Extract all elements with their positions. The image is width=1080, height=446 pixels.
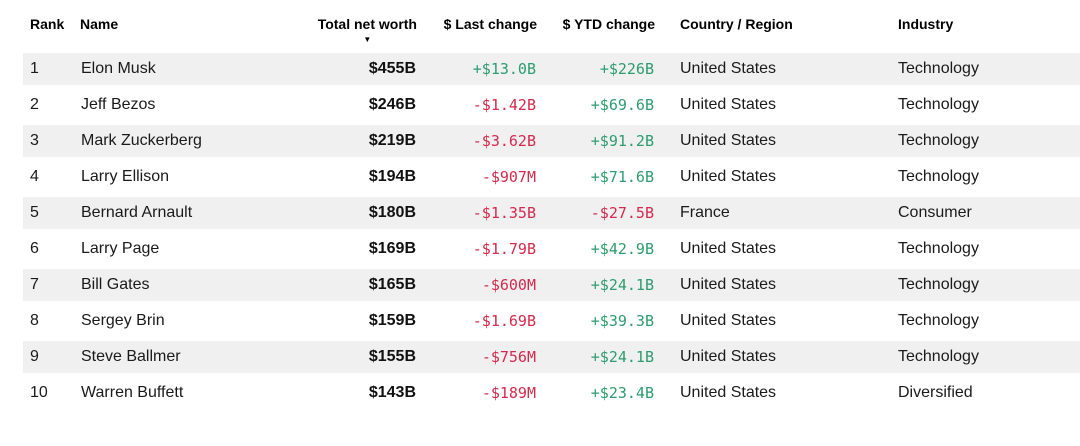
country-cell: United States	[655, 269, 880, 305]
name-cell[interactable]: Warren Buffett	[80, 377, 245, 413]
last-change-cell: +$13.0B	[417, 53, 537, 89]
last-change-cell: -$1.69B	[417, 305, 537, 341]
rank-cell: 7	[23, 269, 80, 305]
column-header-industry[interactable]: Industry	[880, 0, 1080, 53]
industry-cell: Technology	[880, 269, 1080, 305]
industry-cell: Technology	[880, 161, 1080, 197]
country-cell: United States	[655, 305, 880, 341]
name-cell[interactable]: Larry Ellison	[80, 161, 245, 197]
rank-cell: 4	[23, 161, 80, 197]
ytd-change-cell: +$226B	[537, 53, 655, 89]
net-worth-cell: $155B	[245, 341, 417, 377]
name-cell[interactable]: Jeff Bezos	[80, 89, 245, 125]
table-row[interactable]: 3 Mark Zuckerberg $219B -$3.62B +$91.2B …	[23, 125, 1080, 161]
table-row[interactable]: 6 Larry Page $169B -$1.79B +$42.9B Unite…	[23, 233, 1080, 269]
table-row[interactable]: 9 Steve Ballmer $155B -$756M +$24.1B Uni…	[23, 341, 1080, 377]
net-worth-cell: $219B	[245, 125, 417, 161]
name-cell[interactable]: Bill Gates	[80, 269, 245, 305]
last-change-cell: -$3.62B	[417, 125, 537, 161]
column-header-ytd-change[interactable]: $ YTD change	[537, 0, 655, 53]
table-row[interactable]: 2 Jeff Bezos $246B -$1.42B +$69.6B Unite…	[23, 89, 1080, 125]
country-cell: United States	[655, 53, 880, 89]
last-change-cell: -$600M	[417, 269, 537, 305]
net-worth-cell: $169B	[245, 233, 417, 269]
name-cell[interactable]: Steve Ballmer	[80, 341, 245, 377]
last-change-cell: -$1.79B	[417, 233, 537, 269]
last-change-cell: -$756M	[417, 341, 537, 377]
industry-cell: Diversified	[880, 377, 1080, 413]
country-cell: United States	[655, 377, 880, 413]
net-worth-cell: $194B	[245, 161, 417, 197]
country-cell: United States	[655, 125, 880, 161]
net-worth-cell: $455B	[245, 53, 417, 89]
table-row[interactable]: 4 Larry Ellison $194B -$907M +$71.6B Uni…	[23, 161, 1080, 197]
table-row[interactable]: 7 Bill Gates $165B -$600M +$24.1B United…	[23, 269, 1080, 305]
last-change-cell: -$189M	[417, 377, 537, 413]
name-cell[interactable]: Bernard Arnault	[80, 197, 245, 233]
industry-cell: Technology	[880, 341, 1080, 377]
ytd-change-cell: +$91.2B	[537, 125, 655, 161]
column-label-total-net-worth: Total net worth	[317, 16, 417, 32]
table-row[interactable]: 10 Warren Buffett $143B -$189M +$23.4B U…	[23, 377, 1080, 413]
last-change-cell: -$1.42B	[417, 89, 537, 125]
table-row[interactable]: 8 Sergey Brin $159B -$1.69B +$39.3B Unit…	[23, 305, 1080, 341]
ytd-change-cell: +$24.1B	[537, 269, 655, 305]
country-cell: United States	[655, 161, 880, 197]
industry-cell: Technology	[880, 125, 1080, 161]
country-cell: United States	[655, 89, 880, 125]
industry-cell: Technology	[880, 233, 1080, 269]
rank-cell: 2	[23, 89, 80, 125]
name-cell[interactable]: Sergey Brin	[80, 305, 245, 341]
last-change-cell: -$1.35B	[417, 197, 537, 233]
column-header-name[interactable]: Name	[80, 0, 245, 53]
name-cell[interactable]: Larry Page	[80, 233, 245, 269]
industry-cell: Technology	[880, 53, 1080, 89]
last-change-cell: -$907M	[417, 161, 537, 197]
country-cell: France	[655, 197, 880, 233]
net-worth-cell: $143B	[245, 377, 417, 413]
ytd-change-cell: +$39.3B	[537, 305, 655, 341]
rank-cell: 9	[23, 341, 80, 377]
ytd-change-cell: +$42.9B	[537, 233, 655, 269]
net-worth-cell: $165B	[245, 269, 417, 305]
name-cell[interactable]: Mark Zuckerberg	[80, 125, 245, 161]
billionaires-table: Rank Name Total net worth ▼ $ Last chang…	[23, 0, 1080, 413]
column-header-rank[interactable]: Rank	[23, 0, 80, 53]
table-row[interactable]: 1 Elon Musk $455B +$13.0B +$226B United …	[23, 53, 1080, 89]
column-header-total-net-worth[interactable]: Total net worth ▼	[245, 0, 417, 53]
net-worth-cell: $180B	[245, 197, 417, 233]
rank-cell: 5	[23, 197, 80, 233]
ytd-change-cell: +$23.4B	[537, 377, 655, 413]
industry-cell: Consumer	[880, 197, 1080, 233]
column-header-country-region[interactable]: Country / Region	[655, 0, 880, 53]
table-body: 1 Elon Musk $455B +$13.0B +$226B United …	[23, 53, 1080, 413]
name-cell[interactable]: Elon Musk	[80, 53, 245, 89]
country-cell: United States	[655, 341, 880, 377]
sort-desc-icon: ▼	[363, 35, 372, 44]
ytd-change-cell: +$71.6B	[537, 161, 655, 197]
rank-cell: 8	[23, 305, 80, 341]
rank-cell: 1	[23, 53, 80, 89]
ytd-change-cell: +$24.1B	[537, 341, 655, 377]
net-worth-cell: $246B	[245, 89, 417, 125]
table-header: Rank Name Total net worth ▼ $ Last chang…	[23, 0, 1080, 53]
rank-cell: 10	[23, 377, 80, 413]
rank-cell: 6	[23, 233, 80, 269]
column-header-last-change[interactable]: $ Last change	[417, 0, 537, 53]
ytd-change-cell: -$27.5B	[537, 197, 655, 233]
table-row[interactable]: 5 Bernard Arnault $180B -$1.35B -$27.5B …	[23, 197, 1080, 233]
rank-cell: 3	[23, 125, 80, 161]
industry-cell: Technology	[880, 89, 1080, 125]
country-cell: United States	[655, 233, 880, 269]
net-worth-cell: $159B	[245, 305, 417, 341]
ytd-change-cell: +$69.6B	[537, 89, 655, 125]
industry-cell: Technology	[880, 305, 1080, 341]
